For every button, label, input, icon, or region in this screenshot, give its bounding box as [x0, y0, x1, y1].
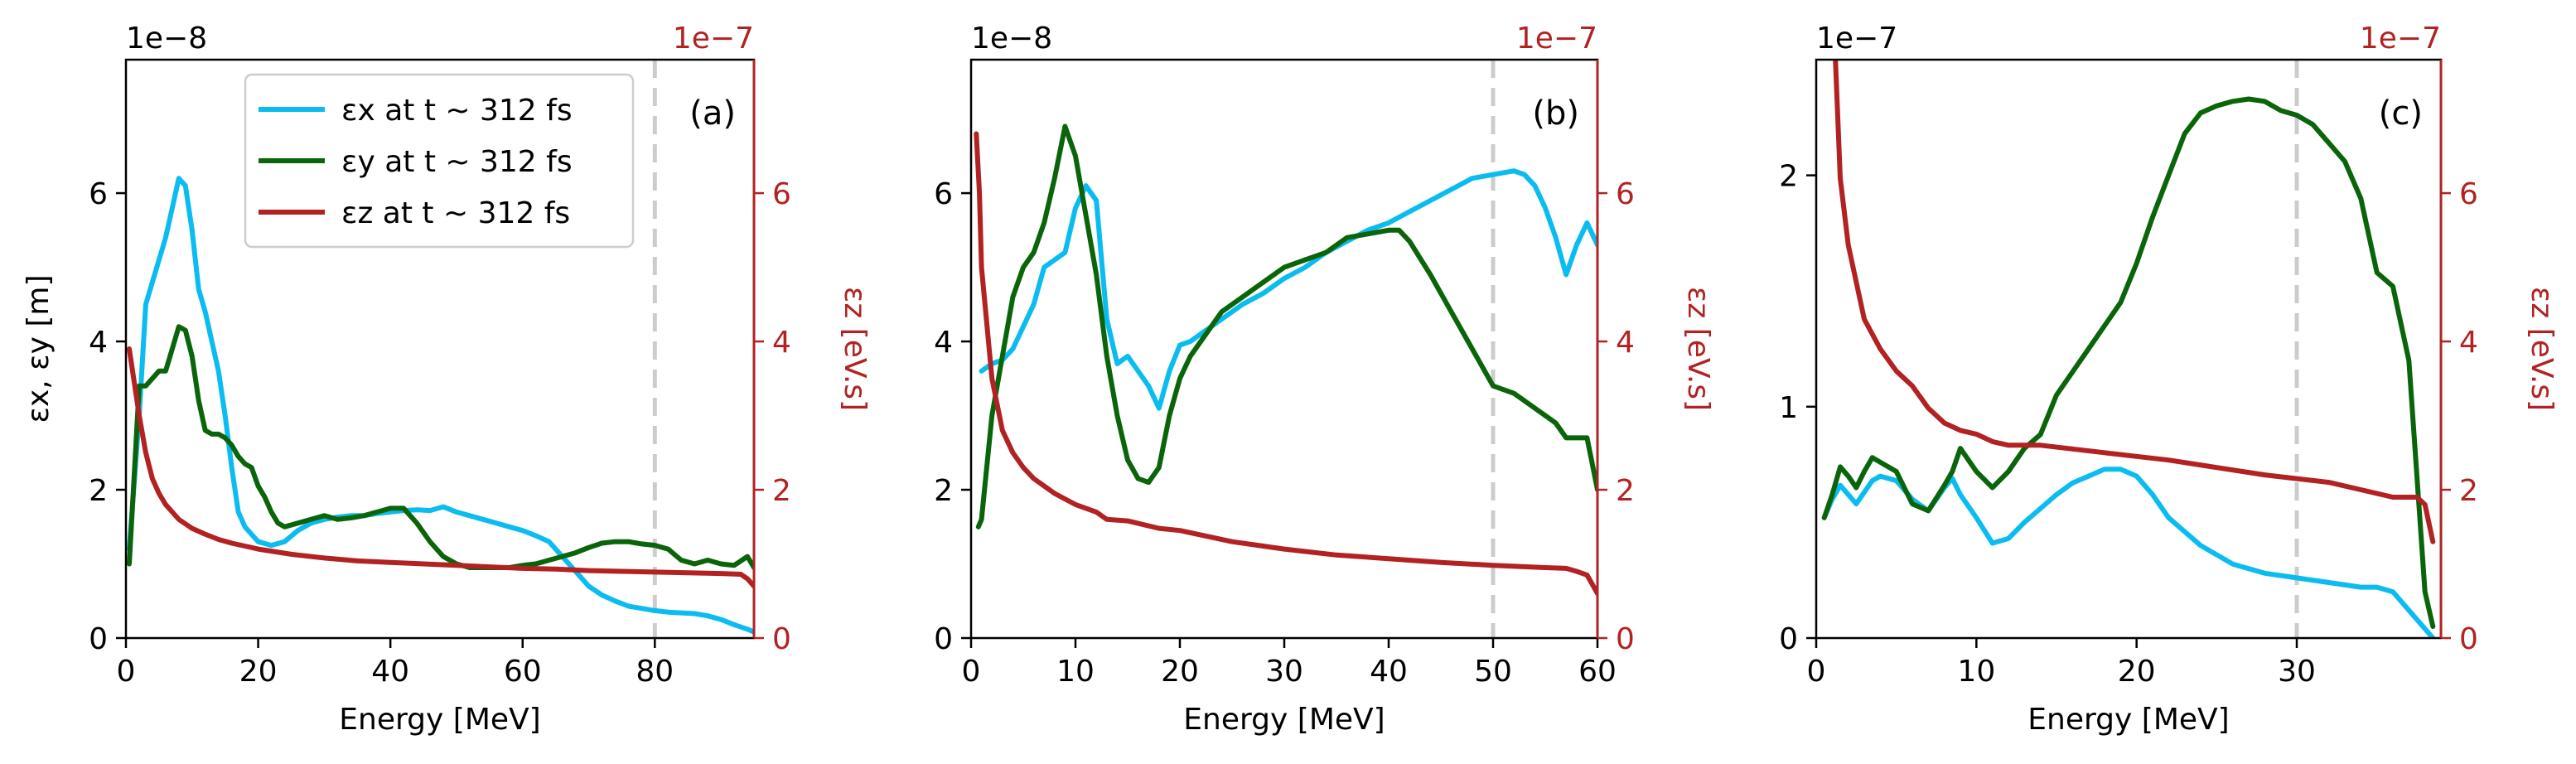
panel-label: (b): [1532, 94, 1579, 133]
legend: εx at t ~ 312 fs εy at t ~ 312 fs εz at …: [244, 73, 635, 249]
x-tick-label: 10: [1957, 655, 1995, 689]
panel-label: (c): [2379, 94, 2423, 133]
left-y-tick-label: 0: [1779, 622, 1798, 656]
right-y-tick-label: 2: [2459, 474, 2478, 508]
legend-entry-ez: εz at t ~ 312 fs: [259, 196, 570, 230]
legend-entry-ey: εy at t ~ 312 fs: [259, 145, 573, 179]
x-tick-label: 10: [1056, 655, 1095, 689]
right-y-tick-label: 0: [772, 622, 791, 656]
x-tick-label: 30: [2278, 655, 2316, 689]
left-y-tick-label: 2: [934, 474, 953, 508]
right-y-tick-label: 2: [772, 474, 791, 508]
left-y-tick-label: 4: [89, 326, 108, 360]
series-group: [974, 123, 1597, 597]
x-tick-label: 40: [1370, 655, 1408, 689]
right-y-tick-label: 4: [1616, 326, 1635, 360]
left-y-tick-label: 1: [1779, 391, 1798, 425]
series-line-ex: [979, 168, 1597, 411]
panel-a: 0 20 40 60 80 0 2 4 6 0 2 4 6 Energy [MeV] εx, εy …: [22, 22, 872, 737]
x-tick-label: 60: [504, 655, 542, 689]
right-y-tick-label: 6: [772, 177, 791, 211]
right-y-axis-ticks: 0 2 4 6: [1597, 177, 1635, 656]
x-axis-label: Energy [MeV]: [339, 703, 540, 737]
x-tick-label: 50: [1474, 655, 1512, 689]
right-scale-label: 1e−7: [673, 22, 754, 56]
left-y-tick-label: 4: [934, 326, 953, 360]
series-line-ez: [1833, 60, 2436, 544]
x-axis-ticks: 0 10 20 30 40 50 60: [962, 638, 1617, 689]
x-axis-label: Energy [MeV]: [2027, 703, 2229, 737]
x-tick-label: 20: [2118, 655, 2156, 689]
x-tick-label: 80: [636, 655, 674, 689]
left-scale-label: 1e−8: [126, 22, 207, 56]
series-line-ez: [127, 346, 754, 589]
right-scale-label: 1e−7: [1516, 22, 1597, 56]
x-tick-label: 0: [962, 655, 981, 689]
x-tick-label: 40: [371, 655, 409, 689]
right-y-tick-label: 2: [1616, 474, 1635, 508]
left-y-tick-label: 2: [1779, 160, 1798, 194]
x-tick-label: 20: [1161, 655, 1199, 689]
right-y-axis-label: εz [eV.s]: [2525, 287, 2559, 411]
left-y-axis-label: εx, εy [m]: [22, 274, 56, 423]
right-y-axis-ticks: 0 2 4 6: [754, 177, 791, 656]
left-y-tick-label: 2: [89, 474, 108, 508]
left-scale-label: 1e−8: [971, 22, 1052, 56]
left-y-tick-label: 6: [89, 177, 108, 211]
right-y-tick-label: 0: [1616, 622, 1635, 656]
legend-label-ey: εy at t ~ 312 fs: [341, 145, 573, 179]
panel-label: (a): [689, 94, 736, 133]
left-y-tick-label: 0: [89, 622, 108, 656]
right-y-axis-label: εz [eV.s]: [1681, 287, 1715, 411]
legend-label-ez: εz at t ~ 312 fs: [341, 196, 570, 230]
x-axis-ticks: 0 20 40 60 80: [117, 638, 674, 689]
series-line-ex: [127, 176, 754, 635]
plot-frame: [1815, 58, 2443, 640]
x-tick-label: 30: [1265, 655, 1303, 689]
right-y-tick-label: 6: [1616, 177, 1635, 211]
legend-box: [244, 73, 635, 249]
left-y-tick-label: 0: [934, 622, 953, 656]
legend-label-ex: εx at t ~ 312 fs: [341, 94, 573, 128]
panel-b: 0 10 20 30 40 50 60 0 2 4 6 0 2 4 6 Energy [MeV] εz …: [934, 22, 1715, 737]
left-y-axis-ticks: 0 2 4 6: [934, 177, 971, 656]
x-tick-label: 60: [1578, 655, 1617, 689]
right-y-axis-label: εz [eV.s]: [838, 287, 872, 411]
left-y-axis-ticks: 0 1 2: [1779, 160, 1816, 656]
x-tick-label: 0: [1807, 655, 1826, 689]
right-y-tick-label: 6: [2459, 177, 2478, 211]
series-line-ex: [1821, 467, 2436, 638]
series-line-ey: [1821, 96, 2436, 629]
left-scale-label: 1e−7: [1816, 22, 1897, 56]
x-tick-label: 0: [117, 655, 136, 689]
right-scale-label: 1e−7: [2360, 22, 2441, 56]
right-y-tick-label: 0: [2459, 622, 2478, 656]
series-line-ey: [975, 123, 1597, 529]
left-y-tick-label: 6: [934, 177, 953, 211]
right-y-tick-label: 4: [2459, 326, 2478, 360]
right-y-tick-label: 4: [772, 326, 791, 360]
series-line-ez: [974, 131, 1597, 597]
legend-entry-ex: εx at t ~ 312 fs: [259, 94, 573, 128]
x-axis-ticks: 0 10 20 30: [1807, 638, 2316, 689]
series-group: [127, 176, 754, 635]
series-line-ey: [127, 324, 754, 570]
left-y-axis-ticks: 0 2 4 6: [89, 177, 126, 656]
x-axis-label: Energy [MeV]: [1183, 703, 1385, 737]
x-tick-label: 20: [239, 655, 278, 689]
series-group: [1821, 60, 2436, 638]
right-y-axis-ticks: 0 2 4 6: [2441, 177, 2478, 656]
